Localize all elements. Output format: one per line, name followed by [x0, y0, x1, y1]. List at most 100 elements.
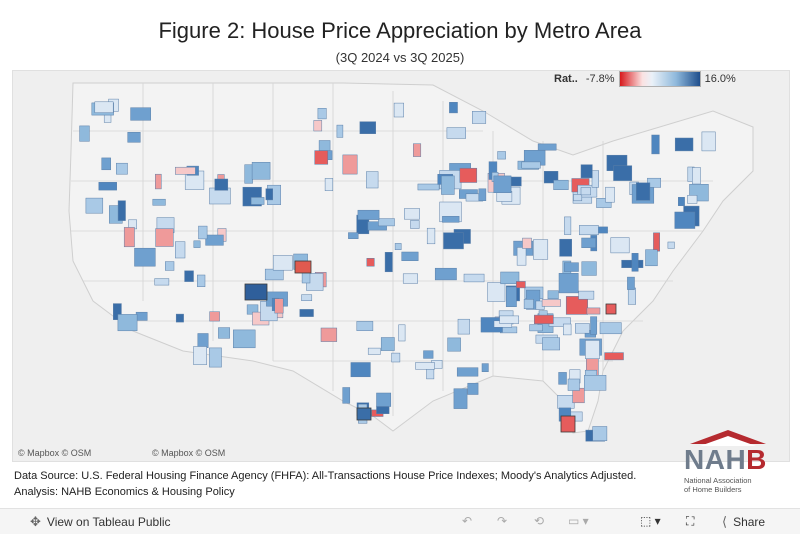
- metro-area[interactable]: [692, 167, 701, 185]
- undo-icon[interactable]: ↶: [462, 514, 473, 528]
- metro-area[interactable]: [459, 167, 478, 183]
- metro-area[interactable]: [233, 329, 256, 349]
- metro-area[interactable]: [134, 247, 156, 267]
- metro-area[interactable]: [244, 164, 253, 184]
- metro-area[interactable]: [604, 352, 624, 361]
- metro-area[interactable]: [487, 282, 506, 302]
- map-canvas[interactable]: [13, 71, 789, 461]
- metro-area[interactable]: [467, 382, 479, 395]
- metro-area[interactable]: [586, 307, 601, 315]
- metro-area[interactable]: [342, 387, 351, 404]
- metro-area[interactable]: [393, 102, 404, 118]
- fullscreen-icon[interactable]: ⛶: [686, 514, 695, 528]
- metro-area[interactable]: [376, 392, 392, 407]
- metro-area[interactable]: [499, 315, 519, 324]
- metro-area[interactable]: [197, 274, 206, 287]
- metro-area[interactable]: [575, 323, 590, 334]
- metro-area[interactable]: [155, 173, 162, 190]
- metro-area[interactable]: [127, 132, 141, 143]
- metro-area[interactable]: [581, 237, 597, 248]
- metro-area-highlight[interactable]: [356, 407, 372, 421]
- metro-area[interactable]: [581, 261, 597, 276]
- metro-area[interactable]: [413, 143, 422, 157]
- metro-area[interactable]: [529, 324, 543, 332]
- metro-area[interactable]: [567, 378, 580, 391]
- attribution-left[interactable]: © Mapbox © OSM: [18, 448, 92, 458]
- metro-area[interactable]: [402, 273, 418, 284]
- metro-area[interactable]: [516, 281, 526, 289]
- metro-area[interactable]: [578, 290, 595, 300]
- metro-area[interactable]: [380, 337, 395, 351]
- metro-area[interactable]: [596, 198, 612, 208]
- metro-area[interactable]: [274, 298, 284, 314]
- metro-area[interactable]: [434, 267, 457, 281]
- metro-area[interactable]: [101, 157, 111, 171]
- metro-area[interactable]: [456, 367, 479, 377]
- metro-area[interactable]: [356, 321, 374, 331]
- metro-area[interactable]: [154, 278, 170, 286]
- metro-area[interactable]: [193, 346, 207, 365]
- metro-area[interactable]: [404, 208, 420, 220]
- metro-area[interactable]: [175, 166, 196, 175]
- metro-area[interactable]: [272, 255, 293, 271]
- metro-area[interactable]: [357, 209, 380, 220]
- metro-area[interactable]: [251, 162, 271, 180]
- metro-area[interactable]: [135, 311, 148, 321]
- metro-area[interactable]: [500, 326, 518, 334]
- metro-area[interactable]: [564, 262, 579, 272]
- share-button[interactable]: ⟨ Share: [722, 514, 765, 530]
- metro-area[interactable]: [123, 227, 135, 248]
- metro-area[interactable]: [523, 299, 534, 309]
- metro-area[interactable]: [651, 134, 660, 155]
- metro-area-highlight[interactable]: [294, 260, 312, 274]
- metro-area[interactable]: [478, 188, 487, 201]
- metro-area[interactable]: [557, 395, 575, 409]
- metro-area[interactable]: [667, 241, 675, 249]
- metro-area[interactable]: [301, 294, 313, 301]
- metro-area[interactable]: [559, 238, 572, 257]
- metro-area[interactable]: [155, 228, 174, 247]
- metro-area[interactable]: [542, 337, 560, 351]
- metro-area[interactable]: [79, 125, 90, 142]
- metro-area[interactable]: [314, 150, 329, 165]
- metro-area[interactable]: [522, 237, 532, 249]
- metro-area[interactable]: [543, 171, 559, 184]
- metro-area[interactable]: [674, 211, 696, 229]
- metro-area[interactable]: [378, 218, 395, 227]
- metro-area[interactable]: [366, 258, 375, 267]
- metro-area[interactable]: [446, 127, 466, 139]
- metro-area[interactable]: [564, 216, 572, 235]
- metro-area[interactable]: [584, 375, 607, 391]
- metro-area[interactable]: [500, 271, 520, 285]
- metro-area[interactable]: [441, 175, 455, 195]
- comment-icon[interactable]: ⬚ ▾: [640, 514, 661, 528]
- metro-area[interactable]: [401, 251, 419, 261]
- metro-area-highlight[interactable]: [605, 303, 617, 315]
- metro-area[interactable]: [98, 182, 117, 191]
- metro-area[interactable]: [463, 273, 485, 283]
- metro-area[interactable]: [264, 268, 284, 281]
- metro-area[interactable]: [394, 243, 402, 250]
- metro-area[interactable]: [521, 161, 541, 169]
- metro-area[interactable]: [205, 234, 224, 246]
- metro-area[interactable]: [320, 327, 338, 342]
- metro-area[interactable]: [558, 372, 567, 385]
- metro-area[interactable]: [348, 232, 359, 239]
- redo-icon[interactable]: ↷: [497, 514, 508, 528]
- metro-area-highlight[interactable]: [560, 415, 576, 433]
- metro-area[interactable]: [580, 187, 591, 196]
- metro-area[interactable]: [426, 227, 436, 245]
- metro-area[interactable]: [481, 363, 489, 372]
- metro-area[interactable]: [553, 179, 569, 190]
- metro-area[interactable]: [415, 362, 435, 370]
- view-on-tableau-button[interactable]: ✥ View on Tableau Public: [30, 514, 171, 530]
- metro-area[interactable]: [313, 120, 323, 132]
- metro-area[interactable]: [627, 287, 636, 305]
- metro-area[interactable]: [175, 313, 184, 323]
- metro-area[interactable]: [94, 101, 114, 113]
- metro-area[interactable]: [184, 270, 194, 282]
- metro-area[interactable]: [265, 188, 273, 201]
- metro-area[interactable]: [336, 124, 344, 138]
- metro-area[interactable]: [613, 165, 633, 181]
- metro-area[interactable]: [453, 388, 468, 409]
